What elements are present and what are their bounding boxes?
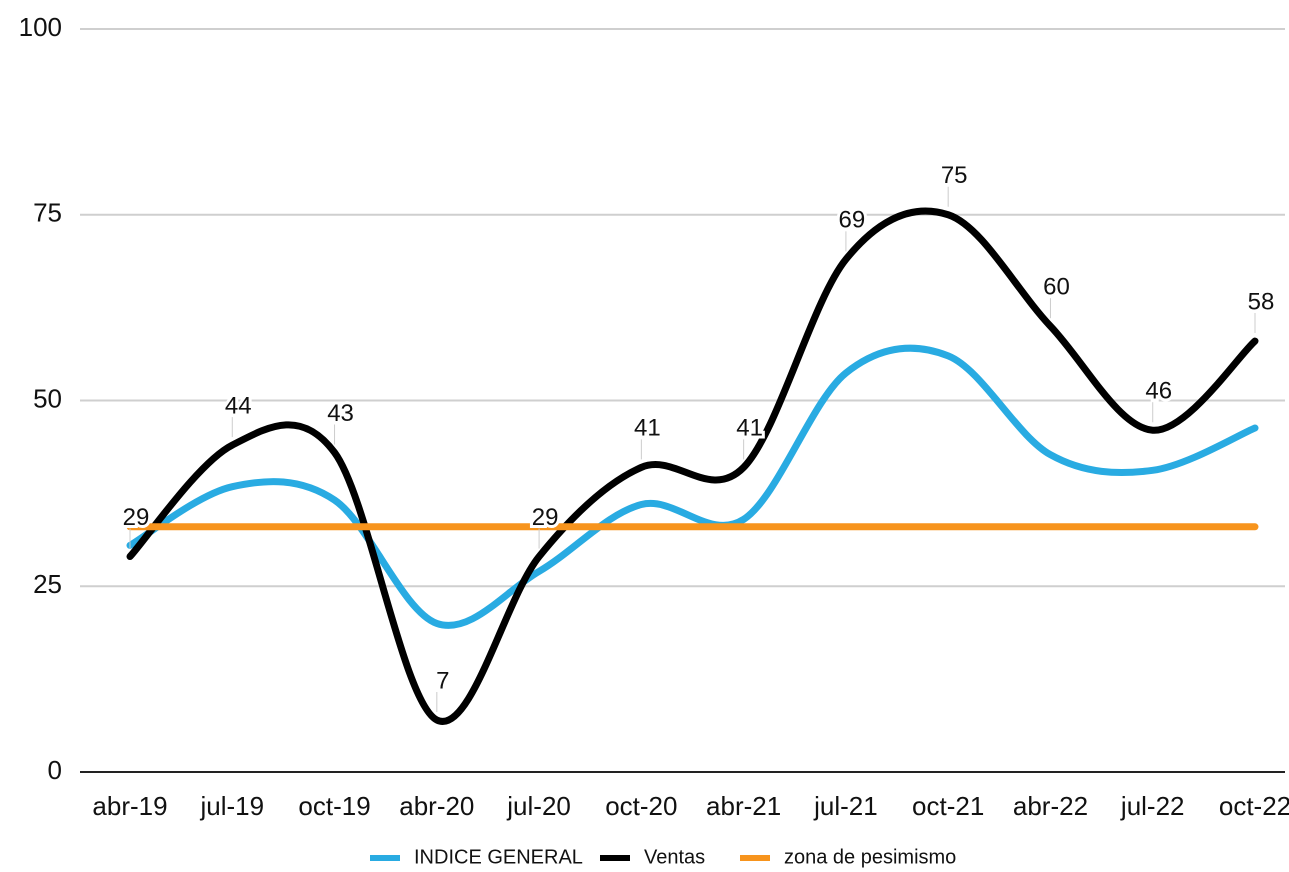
- data-label: 58: [1248, 288, 1275, 315]
- x-tick-label: oct-19: [298, 791, 370, 821]
- data-label: 41: [736, 415, 763, 442]
- legend-label: zona de pesimismo: [784, 846, 956, 868]
- x-tick-label: jul-19: [199, 791, 264, 821]
- x-tick-label: abr-21: [706, 791, 781, 821]
- data-label: 46: [1145, 378, 1172, 405]
- y-tick-label: 25: [33, 569, 62, 599]
- data-label: 7: [436, 667, 449, 694]
- data-label: 43: [327, 400, 354, 427]
- data-label: 44: [225, 392, 252, 419]
- data-label: 69: [839, 207, 866, 234]
- x-tick-label: oct-21: [912, 791, 984, 821]
- data-label: 41: [634, 415, 661, 442]
- y-tick-label: 50: [33, 383, 62, 413]
- x-tick-label: oct-22: [1219, 791, 1289, 821]
- y-tick-label: 75: [33, 198, 62, 228]
- data-label: 60: [1043, 274, 1070, 301]
- legend-label: Ventas: [644, 846, 705, 868]
- legend-label: INDICE GENERAL: [414, 846, 583, 868]
- data-label: 29: [532, 504, 559, 531]
- y-tick-label: 0: [48, 755, 62, 785]
- x-tick-label: abr-22: [1013, 791, 1088, 821]
- data-label: 29: [123, 504, 150, 531]
- series-line: [126, 344, 1259, 629]
- x-tick-label: jul-22: [1120, 791, 1185, 821]
- x-tick-label: oct-20: [605, 791, 677, 821]
- x-tick-label: abr-19: [92, 791, 167, 821]
- series-line: [126, 207, 1259, 725]
- data-label: 75: [941, 162, 968, 189]
- x-tick-label: abr-20: [399, 791, 474, 821]
- x-tick-label: jul-21: [813, 791, 878, 821]
- x-tick-label: jul-20: [506, 791, 571, 821]
- y-tick-label: 100: [19, 12, 62, 42]
